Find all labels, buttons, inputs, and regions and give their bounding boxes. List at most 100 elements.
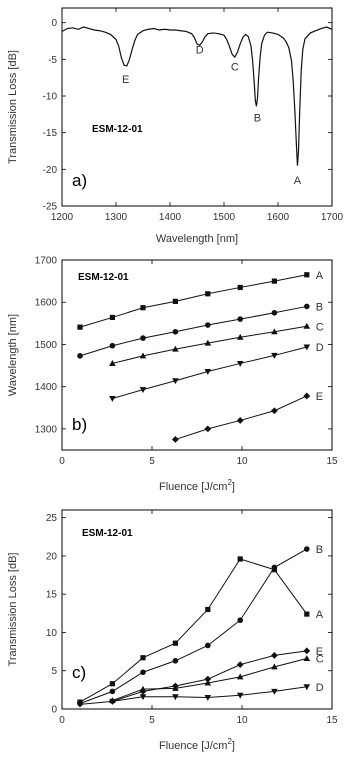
data-point (303, 322, 311, 329)
data-point (109, 688, 116, 695)
data-point (303, 655, 311, 661)
data-point (139, 694, 147, 701)
x-axis-label-tail: ] (232, 481, 235, 493)
y-tick-label: 1400 (35, 382, 58, 393)
data-point (172, 640, 178, 646)
x-axis-label-tail: ] (232, 740, 235, 752)
data-point (304, 303, 310, 310)
y-tick-label: -25 (43, 202, 58, 213)
sample-label: ESM-12-01 (78, 272, 129, 283)
x-tick-label: 1400 (159, 212, 182, 223)
data-point (204, 695, 212, 701)
data-point (303, 344, 311, 351)
data-point (205, 322, 211, 328)
panel-label: a) (72, 171, 87, 190)
series-line (79, 558, 308, 703)
series-label: C (316, 321, 324, 333)
y-tick-label: 5 (51, 666, 57, 677)
series-label: E (316, 391, 323, 403)
series-d (109, 344, 311, 402)
data-point (139, 352, 147, 359)
data-point (139, 387, 147, 394)
x-tick-label: 5 (149, 456, 155, 467)
x-tick-label: 0 (59, 715, 65, 726)
x-tick-label: 10 (236, 456, 248, 467)
series-label: A (316, 270, 324, 282)
x-axis-label-sup: 2 (227, 478, 232, 487)
series-c (109, 322, 311, 366)
x-tick-label: 0 (59, 456, 65, 467)
data-point (204, 368, 212, 375)
x-tick-label: 1200 (51, 212, 74, 223)
y-tick-label: 25 (46, 513, 58, 524)
panel-label: b) (72, 415, 87, 434)
data-point (271, 688, 278, 695)
data-point (109, 681, 115, 687)
series-line (175, 395, 308, 440)
data-point (205, 291, 211, 297)
data-point (140, 335, 146, 341)
data-point (236, 692, 244, 699)
dip-label: D (196, 44, 204, 56)
series-label: D (316, 682, 324, 694)
data-point (172, 657, 179, 664)
x-tick-label: 1300 (105, 212, 128, 223)
data-point (271, 564, 278, 571)
series-a (77, 272, 310, 330)
y-tick-label: 1500 (35, 340, 58, 351)
data-point (205, 642, 211, 649)
y-axis-label: Wavelength [nm] (7, 314, 19, 396)
data-point (237, 617, 243, 624)
data-point (172, 378, 179, 385)
x-axis-label: Wavelength [nm] (156, 233, 238, 245)
chart-c: 0 5 10 15 0 5 10 15 20 25 Fluence [J/cm2] Transmiss… (7, 509, 338, 752)
data-point (204, 675, 212, 683)
data-point (271, 407, 278, 415)
data-point (109, 342, 116, 349)
plot-frame (61, 7, 333, 207)
x-axis-label: Fluence [J/cm2] (159, 737, 235, 752)
data-point (236, 673, 244, 680)
series-label: C (316, 653, 324, 665)
x-tick-label: 1600 (267, 212, 290, 223)
y-axis-label: Transmission Loss [dB] (7, 50, 19, 164)
dip-label: B (254, 113, 261, 125)
data-point (303, 647, 311, 655)
data-point (271, 652, 278, 659)
data-point (304, 546, 310, 552)
series-label: E (316, 646, 323, 658)
y-tick-label: 0 (51, 18, 57, 29)
spectrum-line (61, 26, 333, 166)
data-point (76, 701, 84, 708)
dip-label: C (231, 61, 239, 73)
data-point (304, 611, 310, 617)
data-point (236, 417, 244, 424)
x-tick-label: 15 (326, 715, 338, 726)
plot-frame (61, 259, 333, 451)
series-d (76, 684, 311, 708)
x-tick-label: 15 (326, 456, 338, 467)
data-point (271, 309, 278, 316)
y-tick-label: 1300 (35, 424, 58, 435)
data-point (271, 278, 277, 284)
series-line (79, 548, 308, 705)
data-point (172, 345, 179, 352)
data-point (140, 305, 146, 311)
y-tick-label: 10 (46, 628, 58, 639)
y-tick-label: 15 (46, 590, 58, 601)
data-point (237, 316, 243, 322)
data-point (172, 684, 179, 691)
series-label: A (316, 609, 324, 621)
series-line (79, 686, 307, 705)
series-b (77, 303, 310, 359)
data-point (204, 425, 212, 433)
y-tick-label: -20 (43, 165, 58, 176)
data-point (236, 360, 244, 367)
y-tick-label: 20 (46, 551, 58, 562)
data-point (140, 669, 146, 676)
plot-frame (61, 509, 333, 710)
x-axis-label-text: Fluence [J/cm (159, 481, 227, 493)
data-point (109, 314, 115, 321)
dip-label: A (294, 175, 302, 187)
chart-b: 0 5 10 15 1300 1400 1500 1600 1700 Fluence [J/cm2… (7, 256, 338, 494)
